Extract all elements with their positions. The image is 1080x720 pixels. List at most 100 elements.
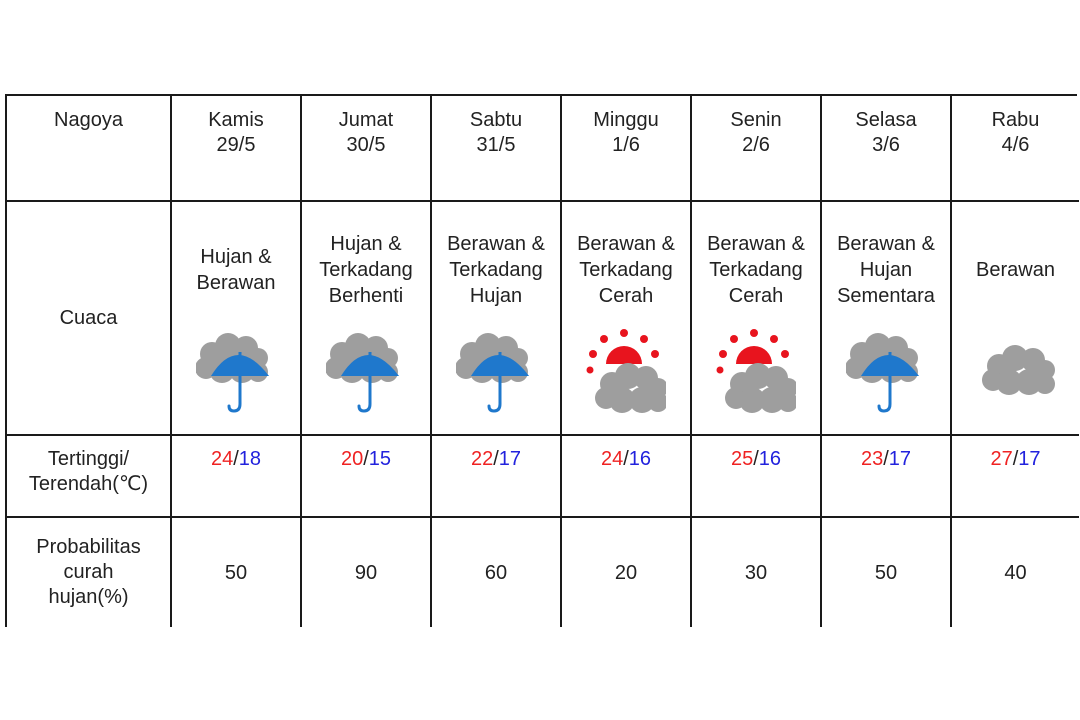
day-column: Sabtu 31/5 Berawan & Terkadang Hujan 22/17 60 [432,96,562,627]
precip-probability-cell: 50 [172,518,300,627]
temperature-cell: 24/18 [172,436,300,518]
precip-probability: 50 [874,562,898,584]
day-column: Kamis 29/5 Hujan & Berawan 24/18 50 [172,96,302,627]
weather-description-line: Hujan & [200,246,272,268]
cloud-umbrella-icon [196,333,271,413]
high-temp: 27 [990,448,1013,470]
day-date: 31/5 [476,134,516,156]
weather-forecast-table: Nagoya Cuaca Tertinggi/ Terendah(℃) Prob… [5,94,1079,627]
weather-description: Berawan & Terkadang Cerah [562,228,690,312]
sun-cloud-icon [716,329,796,413]
precip-probability: 20 [614,562,638,584]
weather-description-line: Hujan [859,259,913,281]
day-name: Jumat [338,109,394,131]
weather-description-line: Cerah [598,285,654,307]
precip-probability: 60 [484,562,508,584]
low-temp: 15 [368,448,392,470]
day-date: 29/5 [216,134,256,156]
precip-probability: 90 [354,562,378,584]
weather-cell: Berawan & Terkadang Cerah [562,202,690,436]
city-name: Nagoya [54,109,123,131]
weather-description-line: Berawan & [447,233,545,255]
cloud-umbrella-icon [846,333,921,413]
temp-separator: / [493,448,499,470]
weather-description-line: Cerah [728,285,784,307]
weather-description: Berawan & Terkadang Hujan [432,228,560,312]
weather-cell: Berawan & Terkadang Hujan [432,202,560,436]
day-name: Senin [730,109,782,131]
weather-description: Berawan [952,228,1079,312]
high-temp: 24 [210,448,234,470]
low-temp: 17 [1018,448,1041,470]
prob-label-line: curah [63,561,114,583]
high-temp: 24 [600,448,624,470]
precip-probability-cell: 20 [562,518,690,627]
day-date: 3/6 [872,134,900,156]
weather-description-line: Berawan & [577,233,675,255]
sun-cloud-icon [586,329,666,413]
temp-label-line: Tertinggi/ [47,448,130,470]
high-temp: 23 [860,448,884,470]
precip-probability: 50 [224,562,248,584]
weather-description-line: Hujan [469,285,523,307]
precip-probability: 30 [744,562,768,584]
high-temp: 20 [340,448,364,470]
prob-label-line: hujan(%) [48,586,129,608]
precip-probability-cell: 50 [822,518,950,627]
cloud-umbrella-icon [326,333,401,413]
day-header: Rabu 4/6 [952,96,1079,202]
weather-description: Berawan & Hujan Sementara [822,228,950,312]
cloud-icon [981,345,1055,395]
weather-description-line: Berawan [976,259,1055,281]
day-header: Kamis 29/5 [172,96,300,202]
temperature-cell: 20/15 [302,436,430,518]
temp-separator: / [883,448,889,470]
day-column: Senin 2/6 Berawan & Terkadang Cerah 25/16 30 [692,96,822,627]
weather-description-line: Terkadang [319,259,413,281]
weather-description-line: Terkadang [709,259,803,281]
temperature-cell: 25/16 [692,436,820,518]
low-temp: 16 [758,448,782,470]
day-header: Jumat 30/5 [302,96,430,202]
weather-description-line: Berawan & [837,233,935,255]
city-header: Nagoya [7,96,170,202]
low-temp: 17 [498,448,522,470]
temp-separator: / [623,448,629,470]
day-header: Sabtu 31/5 [432,96,560,202]
high-temp: 25 [730,448,754,470]
precip-probability-cell: 90 [302,518,430,627]
temperature-cell: 23/17 [822,436,950,518]
temp-label-line: Terendah(℃) [28,473,149,495]
day-column: Rabu 4/6 Berawan 27/17 40 [952,96,1079,627]
precip-probability-cell: 60 [432,518,560,627]
day-date: 30/5 [346,134,386,156]
weather-cell: Hujan & Terkadang Berhenti [302,202,430,436]
cloud-umbrella-icon [456,333,531,413]
temperature-cell: 24/16 [562,436,690,518]
weather-description-line: Terkadang [449,259,543,281]
temp-separator: / [753,448,759,470]
low-temp: 17 [888,448,912,470]
weather-description-line: Berhenti [328,285,404,307]
day-name: Minggu [593,109,659,131]
day-header: Selasa 3/6 [822,96,950,202]
precip-probability: 40 [1004,562,1027,584]
temperature-cell: 22/17 [432,436,560,518]
weather-cell: Hujan & Berawan [172,202,300,436]
temperature-cell: 27/17 [952,436,1079,518]
weather-description: Hujan & Terkadang Berhenti [302,228,430,312]
weather-description-line: Berawan & [707,233,805,255]
precip-probability-cell: 40 [952,518,1079,627]
weather-description-line: Terkadang [579,259,673,281]
day-column: Selasa 3/6 Berawan & Hujan Sementara 23/17 50 [822,96,952,627]
temp-separator: / [233,448,239,470]
weather-cell: Berawan & Hujan Sementara [822,202,950,436]
day-header: Senin 2/6 [692,96,820,202]
weather-description: Hujan & Berawan [172,228,300,312]
day-date: 1/6 [612,134,640,156]
prob-row-label: Probabilitas curah hujan(%) [7,518,170,627]
prob-label-line: Probabilitas [36,536,141,558]
weather-label: Cuaca [59,306,118,329]
temp-separator: / [1012,448,1019,470]
day-date: 2/6 [742,134,770,156]
